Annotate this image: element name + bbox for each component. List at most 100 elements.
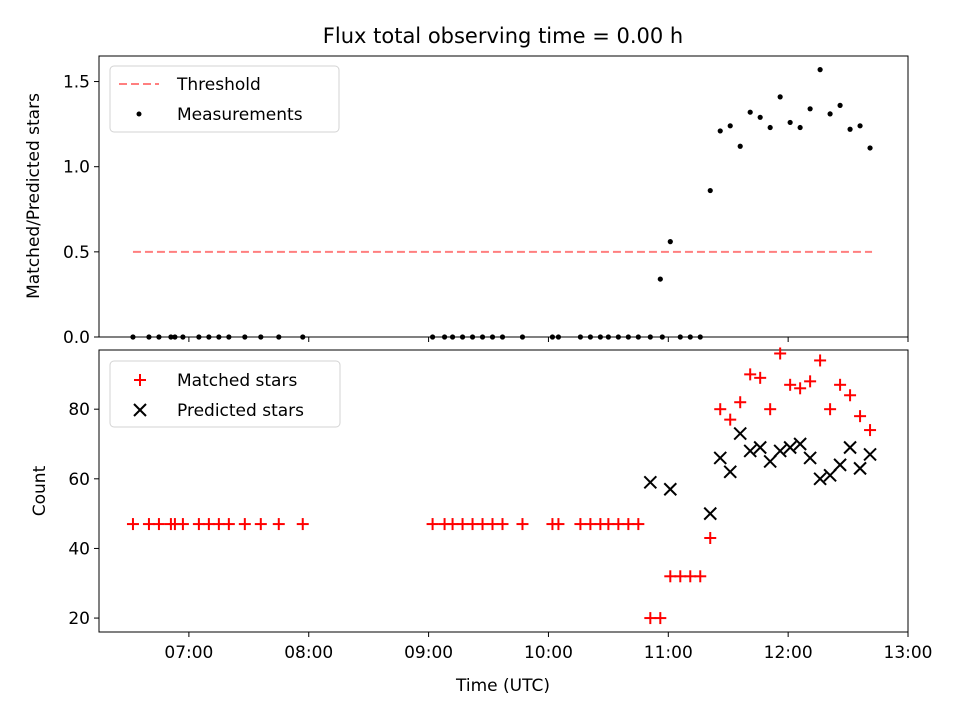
measurement-point xyxy=(180,334,186,340)
matched-stars-point xyxy=(222,518,235,531)
measurement-point xyxy=(625,334,631,340)
y-tick-label: 1.0 xyxy=(63,158,90,178)
measurement-point xyxy=(807,106,813,112)
measurement-point xyxy=(757,114,763,120)
predicted-stars-point xyxy=(763,454,777,469)
measurement-point xyxy=(777,94,783,100)
measurement-point xyxy=(499,334,506,340)
measurement-point xyxy=(469,334,476,340)
measurement-point xyxy=(797,124,803,131)
predicted-stars-point xyxy=(663,482,678,496)
measurement-point xyxy=(441,334,448,340)
measurement-point xyxy=(489,334,496,340)
legend-measurements-swatch xyxy=(136,111,142,117)
predicted-stars-point xyxy=(803,451,817,465)
measurement-point xyxy=(817,67,823,73)
measurement-point xyxy=(449,334,456,340)
matched-stars-point xyxy=(254,518,267,531)
measurement-point xyxy=(196,334,202,340)
matched-stars-point xyxy=(754,371,767,384)
measurement-point xyxy=(827,111,833,117)
measurement-point xyxy=(867,145,873,151)
y-tick-label: 0.0 xyxy=(63,328,90,348)
predicted-stars-point xyxy=(833,458,847,472)
matched-stars-point xyxy=(272,518,285,531)
measurement-point xyxy=(717,128,723,134)
matched-stars-point xyxy=(152,518,165,531)
y-tick-label: 40 xyxy=(68,539,90,559)
measurement-point xyxy=(707,187,713,194)
matched-stars-point xyxy=(824,403,837,416)
measurement-point xyxy=(657,276,663,282)
y-tick-label: 80 xyxy=(68,400,90,420)
matched-stars-point xyxy=(176,518,189,531)
legend-measurements-label: Measurements xyxy=(177,105,303,125)
matched-stars-point xyxy=(834,378,847,391)
predicted-stars-point xyxy=(843,440,857,455)
measurement-point xyxy=(659,334,665,340)
count-legend: Matched stars Predicted stars xyxy=(109,360,341,428)
measurement-point xyxy=(787,119,793,126)
measurement-point xyxy=(242,334,248,340)
measurement-point xyxy=(677,334,683,340)
predicted-stars-point xyxy=(703,506,717,521)
measurement-point xyxy=(479,334,486,340)
measurement-point xyxy=(226,334,232,340)
measurement-point xyxy=(168,334,174,340)
legend-predicted-swatch xyxy=(133,403,147,417)
x-tick-label: 12:00 xyxy=(764,643,813,663)
measurement-point xyxy=(727,123,733,129)
measurement-point xyxy=(587,334,593,340)
matched-stars-point xyxy=(724,413,737,426)
measurement-point xyxy=(647,334,653,340)
ratio-panel: Matched/Predicted stars 0.0 0.5 1.0 1.5 Thr… xyxy=(24,55,909,348)
predicted-stars-point xyxy=(823,468,837,483)
measurement-point xyxy=(156,334,162,340)
count-panel-ylabel: Count xyxy=(30,465,50,516)
measurement-point xyxy=(667,239,673,245)
predicted-stars-point xyxy=(753,440,767,455)
predicted-stars-point xyxy=(793,437,807,451)
measurement-point xyxy=(216,334,222,340)
matched-stars-point xyxy=(654,612,667,625)
predicted-stars-point xyxy=(713,451,727,465)
ratio-panel-ylabel: Matched/Predicted stars xyxy=(24,93,44,299)
measurement-point xyxy=(276,334,282,340)
predicted-stars-point xyxy=(643,475,658,490)
predicted-stars-point xyxy=(723,465,737,479)
predicted-stars-point xyxy=(733,426,747,441)
measurement-point xyxy=(737,143,743,149)
matched-stars-point xyxy=(734,396,747,409)
matched-stars-point xyxy=(126,518,139,531)
matched-stars-point xyxy=(804,375,817,388)
matched-stars-point xyxy=(844,389,857,402)
measurement-point xyxy=(206,334,212,340)
matched-stars-point xyxy=(814,354,827,367)
measurement-point xyxy=(555,334,562,340)
predicted-stars-point xyxy=(743,444,757,458)
measurement-point xyxy=(300,334,306,340)
predicted-stars-point xyxy=(853,461,867,476)
predicted-stars-point xyxy=(783,440,797,455)
y-tick-label: 1.5 xyxy=(63,73,90,93)
count-panel-frame xyxy=(98,349,909,633)
y-tick-label: 20 xyxy=(68,609,90,629)
matched-stars-point xyxy=(744,368,757,381)
matched-stars-point xyxy=(714,403,727,416)
x-tick-label: 13:00 xyxy=(884,643,933,663)
legend-matched-swatch xyxy=(134,374,146,386)
measurement-point xyxy=(258,334,264,340)
y-tick-label: 60 xyxy=(68,470,90,490)
predicted-stars-point xyxy=(813,472,827,486)
measurement-point xyxy=(837,102,843,108)
matched-stars-point xyxy=(864,424,877,437)
measurement-point xyxy=(130,334,136,340)
x-axis-title: Time (UTC) xyxy=(455,676,550,696)
measurement-point xyxy=(687,334,693,340)
x-tick-label: 08:00 xyxy=(284,643,333,663)
count-panel: Count 20 40 60 80 07:00 08:00 09:00 10:00 11:00… xyxy=(30,347,933,663)
matched-stars-point xyxy=(794,382,807,395)
matched-stars-point xyxy=(784,378,797,391)
matched-stars-point xyxy=(764,403,777,416)
